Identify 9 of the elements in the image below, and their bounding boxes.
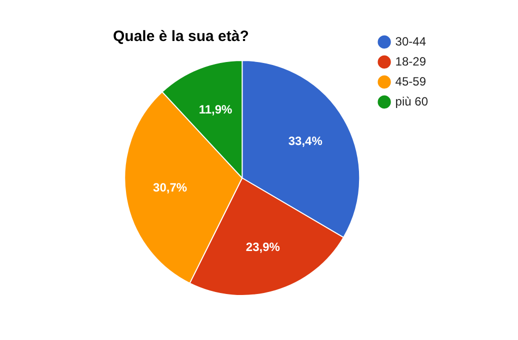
data-label: 11,9% bbox=[198, 102, 233, 117]
data-label: 33,4% bbox=[288, 134, 323, 148]
legend-label: 30-44 bbox=[395, 34, 426, 48]
chart-title: Quale è la sua età? bbox=[113, 28, 249, 46]
data-label: 23,9% bbox=[246, 240, 280, 254]
legend-label: più 60 bbox=[395, 94, 428, 108]
data-label: 30,7% bbox=[153, 180, 188, 195]
legend-label: 18-29 bbox=[395, 54, 426, 68]
legend-label: 45-59 bbox=[395, 74, 426, 88]
